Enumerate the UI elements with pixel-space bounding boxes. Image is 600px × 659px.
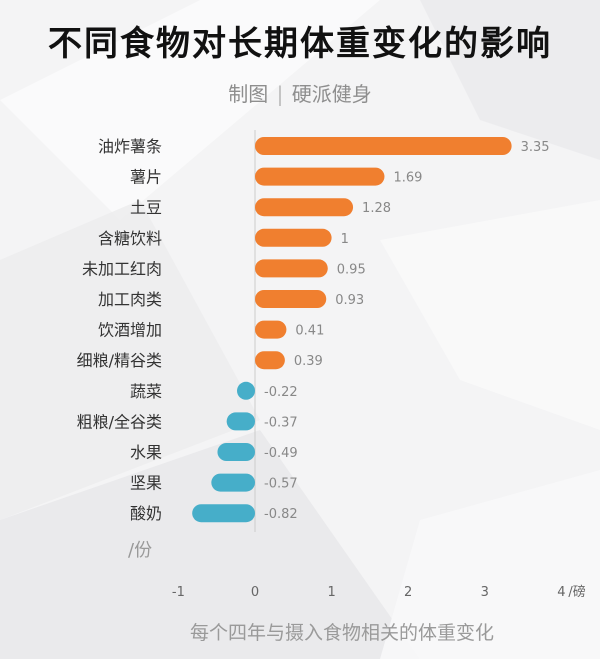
credit-label: 制图 bbox=[228, 82, 269, 106]
category-label: 未加工红肉 bbox=[82, 259, 162, 278]
value-label: 1.28 bbox=[362, 201, 391, 216]
value-label: 0.93 bbox=[335, 293, 364, 308]
value-label: 0.39 bbox=[294, 354, 323, 369]
category-label: 酸奶 bbox=[130, 504, 162, 523]
x-tick-label: -1 bbox=[172, 585, 185, 600]
bar bbox=[226, 412, 255, 431]
bar bbox=[255, 259, 328, 278]
credit-line: 制图 | 硬派健身 bbox=[0, 78, 600, 107]
bar bbox=[217, 443, 255, 461]
category-label: 坚果 bbox=[130, 474, 162, 493]
category-label: 薯片 bbox=[130, 168, 162, 187]
x-tick-label: 0 bbox=[251, 585, 259, 600]
bar bbox=[211, 473, 255, 492]
value-label: 1.69 bbox=[393, 171, 422, 186]
category-label: 油炸薯条 bbox=[98, 137, 162, 156]
category-label: 粗粮/全谷类 bbox=[77, 412, 162, 431]
bar bbox=[255, 290, 327, 308]
value-label: -0.22 bbox=[264, 385, 298, 400]
category-label: 加工肉类 bbox=[98, 290, 162, 309]
value-label: 0.95 bbox=[337, 262, 366, 277]
value-label: -0.82 bbox=[264, 507, 298, 522]
x-tick-label: 2 bbox=[404, 585, 412, 600]
category-label: 水果 bbox=[130, 443, 162, 462]
x-tick-label: 1 bbox=[327, 585, 335, 600]
value-label: -0.49 bbox=[264, 446, 298, 461]
page-title: 不同食物对长期体重变化的影响 bbox=[48, 24, 552, 64]
value-label: -0.37 bbox=[264, 415, 298, 430]
category-label: 饮酒增加 bbox=[98, 321, 162, 340]
bar bbox=[255, 351, 285, 370]
bar bbox=[255, 198, 354, 217]
x-tick-label: 4 bbox=[557, 585, 565, 600]
bar bbox=[192, 504, 255, 523]
bar bbox=[237, 381, 255, 400]
category-label: 含糖饮料 bbox=[98, 229, 162, 248]
category-unit-label: /份 bbox=[128, 540, 152, 561]
bar bbox=[255, 167, 385, 186]
category-label: 蔬菜 bbox=[130, 382, 162, 401]
x-unit-label: /磅 bbox=[568, 584, 585, 600]
value-label: 3.35 bbox=[521, 140, 550, 155]
bar bbox=[255, 228, 332, 247]
credit-separator: | bbox=[276, 82, 284, 106]
category-label: 细粮/精谷类 bbox=[77, 351, 162, 370]
x-tick-label: 3 bbox=[481, 585, 489, 600]
value-label: -0.57 bbox=[264, 477, 298, 492]
chart-caption: 每个四年与摄入食物相关的体重变化 bbox=[190, 622, 495, 644]
value-label: 0.41 bbox=[295, 324, 324, 339]
bar bbox=[255, 137, 512, 155]
bar bbox=[255, 320, 287, 339]
value-label: 1 bbox=[341, 232, 349, 247]
credit-author: 硬派健身 bbox=[291, 82, 372, 106]
category-label: 土豆 bbox=[130, 198, 162, 217]
